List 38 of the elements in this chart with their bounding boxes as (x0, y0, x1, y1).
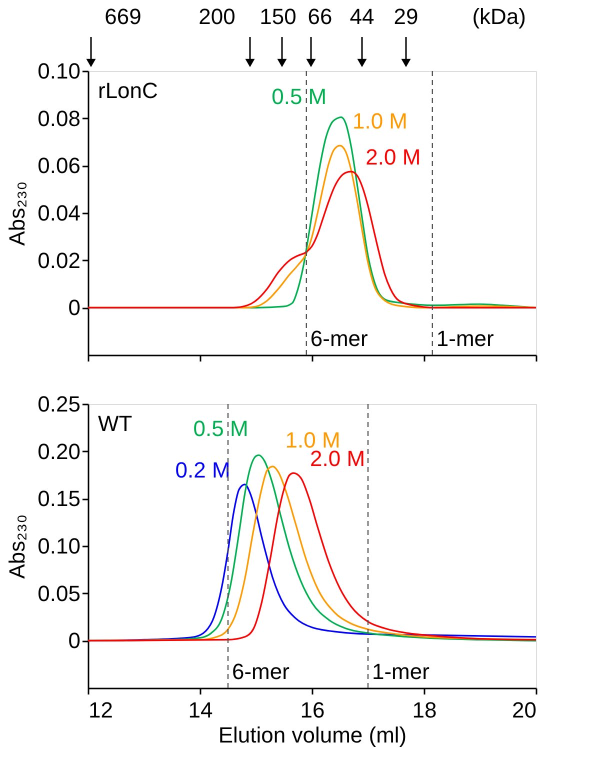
text: 150 (260, 4, 296, 29)
text: (kDa) (472, 4, 526, 29)
series-label: 2.0 M (366, 144, 421, 170)
y-tick-label: 0.02 (38, 248, 80, 273)
x-axis-title: Elution volume (ml) (218, 722, 407, 748)
text: 44 (350, 4, 374, 29)
y-axis-title: Abs₂₃₀ (4, 514, 30, 579)
x-tick-label: 16 (300, 698, 325, 722)
y-tick-label: 0.15 (38, 486, 80, 512)
annotation: rLonC (98, 78, 158, 103)
line-series (88, 170, 536, 308)
text: 29 (394, 4, 418, 29)
text: 669 (104, 4, 142, 29)
x-tick-label: 14 (188, 698, 213, 722)
text: 200 (198, 4, 236, 29)
y-tick-label: 0.10 (38, 534, 80, 558)
y-tick-label: 0 (68, 628, 80, 654)
y-tick-label: 0.25 (38, 392, 80, 416)
x-tick-label: 12 (88, 698, 113, 722)
y-tick-label: 0.20 (38, 438, 80, 464)
x-tick-label: 20 (512, 698, 536, 722)
y-tick-label: 0.05 (38, 580, 80, 606)
ref-line-label: 6-mer (232, 659, 290, 684)
text: 66 (308, 4, 332, 29)
y-tick-label: 0.10 (38, 58, 80, 84)
series-label: 1.0 M (352, 108, 408, 134)
y-tick-label: 0.06 (38, 153, 80, 178)
ref-line-label: 1-mer (436, 326, 494, 351)
y-tick-label: 0.04 (38, 200, 80, 226)
annotation: WT (98, 411, 132, 436)
ref-line-label: 6-mer (310, 326, 368, 351)
series-label: 0.5 M (272, 84, 327, 110)
x-tick-label: 18 (412, 698, 437, 722)
ref-line-label: 1-mer (372, 659, 430, 684)
series-label: 0.5 M (193, 416, 248, 442)
y-tick-label: 0.08 (38, 106, 80, 131)
y-axis-title: Abs₂₃₀ (4, 181, 30, 246)
y-tick-label: 0 (68, 295, 80, 320)
